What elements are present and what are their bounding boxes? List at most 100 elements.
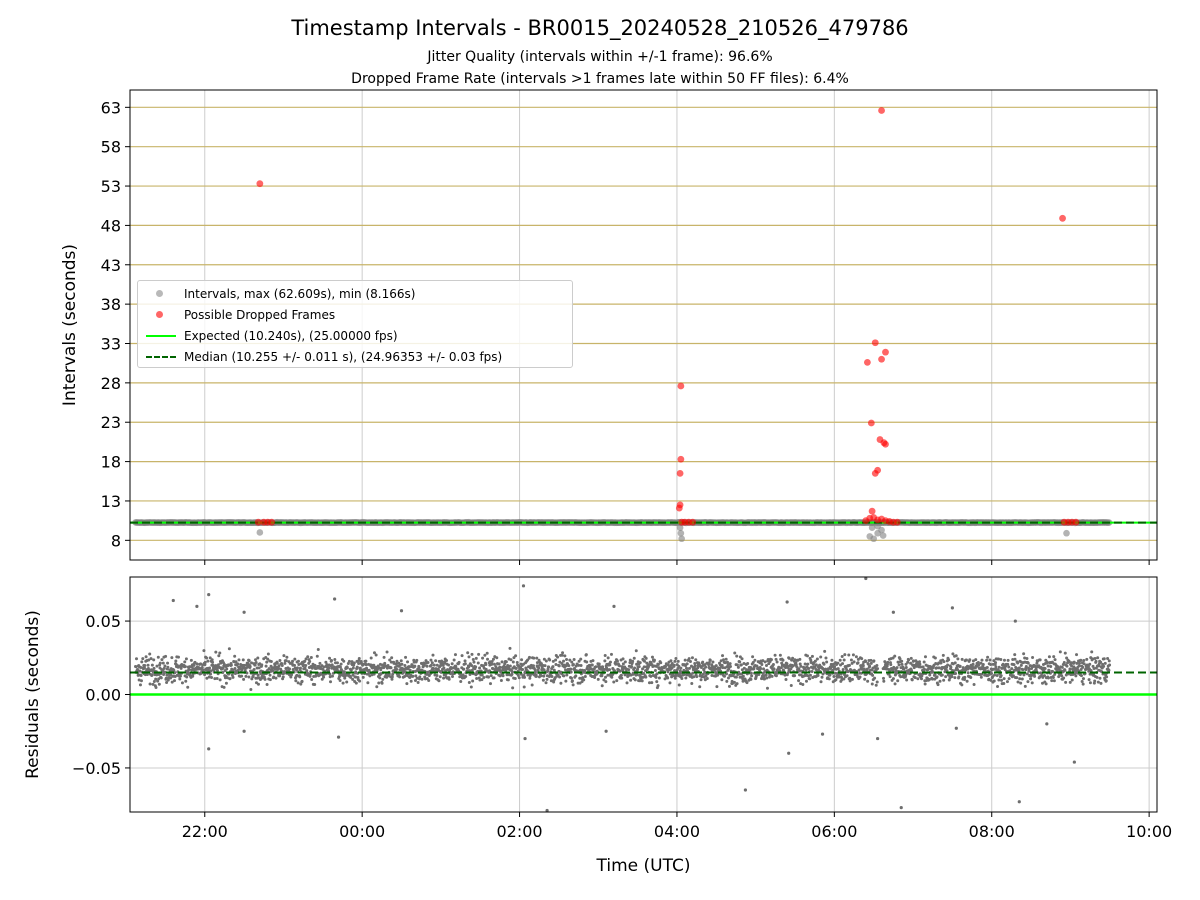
residual-point <box>470 652 474 656</box>
residual-point <box>299 682 303 686</box>
residual-point <box>290 673 294 677</box>
residual-point <box>288 667 292 671</box>
residual-point <box>1063 668 1067 672</box>
residual-point <box>547 665 551 669</box>
residual-point <box>641 667 645 671</box>
residual-point <box>672 663 676 667</box>
residual-point <box>304 657 308 661</box>
residual-point <box>863 677 867 681</box>
residual-point <box>1026 680 1030 684</box>
residual-point <box>620 676 624 680</box>
residual-point <box>714 664 718 668</box>
residual-point <box>793 674 797 678</box>
residual-point <box>727 684 731 688</box>
legend-item-dropped: Possible Dropped Frames <box>138 305 335 325</box>
residual-point <box>799 682 803 686</box>
residual-point <box>1053 658 1057 662</box>
residual-point <box>490 660 494 664</box>
residual-point <box>797 668 801 672</box>
residual-point <box>143 663 147 667</box>
residual-point <box>216 663 220 667</box>
residual-point <box>1007 677 1011 681</box>
residual-point <box>621 662 625 666</box>
residual-point <box>256 673 260 677</box>
residual-point <box>793 658 797 662</box>
residual-point <box>234 660 238 664</box>
residual-point <box>736 665 740 669</box>
residual-point <box>692 675 696 679</box>
residual-point <box>809 658 813 662</box>
residual-point <box>266 652 270 656</box>
residual-point <box>691 671 695 675</box>
residual-point <box>460 654 464 658</box>
legend-item-intervals: Intervals, max (62.609s), min (8.166s) <box>138 284 415 304</box>
residual-point <box>1096 656 1100 660</box>
dropped-frame-point <box>878 355 885 363</box>
residual-point <box>571 663 575 667</box>
bottom-xtick-label: 22:00 <box>182 822 228 841</box>
residual-point <box>519 672 523 676</box>
residual-point <box>715 685 719 689</box>
residual-point <box>187 668 191 672</box>
residual-point <box>152 679 156 683</box>
residual-point <box>556 655 560 659</box>
residual-point <box>408 668 412 672</box>
residual-point <box>1016 661 1020 665</box>
residual-point <box>819 655 823 659</box>
residual-point <box>501 674 505 678</box>
residual-point <box>492 676 496 680</box>
residual-point <box>316 647 320 651</box>
residual-point <box>585 660 589 664</box>
residual-outlier-point <box>195 604 199 608</box>
residual-point <box>683 658 687 662</box>
residual-point <box>569 676 573 680</box>
top-ytick-label: 53 <box>101 177 121 196</box>
bottom-ylabel: Residuals (seconds) <box>23 610 43 779</box>
residual-point <box>144 655 148 659</box>
residual-point <box>256 656 260 660</box>
residual-point <box>1074 674 1078 678</box>
residual-point <box>1094 659 1098 663</box>
residual-point <box>688 659 692 663</box>
residual-point <box>594 665 598 669</box>
residual-point <box>282 654 286 658</box>
residual-point <box>944 675 948 679</box>
residual-point <box>1047 668 1051 672</box>
residual-point <box>342 659 346 663</box>
top-ytick-label: 63 <box>101 98 121 117</box>
residual-point <box>630 665 634 669</box>
residual-point <box>380 681 384 685</box>
residual-point <box>682 672 686 676</box>
dropped-frame-point <box>1059 214 1066 222</box>
residual-point <box>999 658 1003 662</box>
dropped-frame-point <box>677 455 685 463</box>
residual-point <box>195 662 199 666</box>
residual-point <box>701 660 705 664</box>
residual-point <box>1091 657 1095 661</box>
residual-outlier-point <box>336 735 341 739</box>
residual-point <box>134 665 138 669</box>
residual-point <box>375 685 379 689</box>
residual-point <box>666 676 670 680</box>
residual-point <box>931 670 935 674</box>
residual-point <box>979 675 983 679</box>
residual-point <box>252 668 256 672</box>
residual-point <box>221 671 225 675</box>
residual-point <box>548 658 552 662</box>
residual-point <box>298 675 302 679</box>
residual-point <box>499 669 503 673</box>
residual-point <box>447 677 451 681</box>
bottom-plot-frame <box>129 576 1158 813</box>
residual-point <box>470 664 474 668</box>
residual-point <box>274 676 278 680</box>
residual-point <box>480 678 484 682</box>
residual-point <box>666 670 670 674</box>
residual-point <box>268 678 272 682</box>
residual-point <box>562 659 566 663</box>
residual-point <box>824 667 828 671</box>
residual-point <box>420 677 424 681</box>
residual-point <box>902 667 906 671</box>
residual-point <box>606 673 610 677</box>
residual-point <box>483 653 487 657</box>
legend-label-dropped: Possible Dropped Frames <box>184 308 336 322</box>
